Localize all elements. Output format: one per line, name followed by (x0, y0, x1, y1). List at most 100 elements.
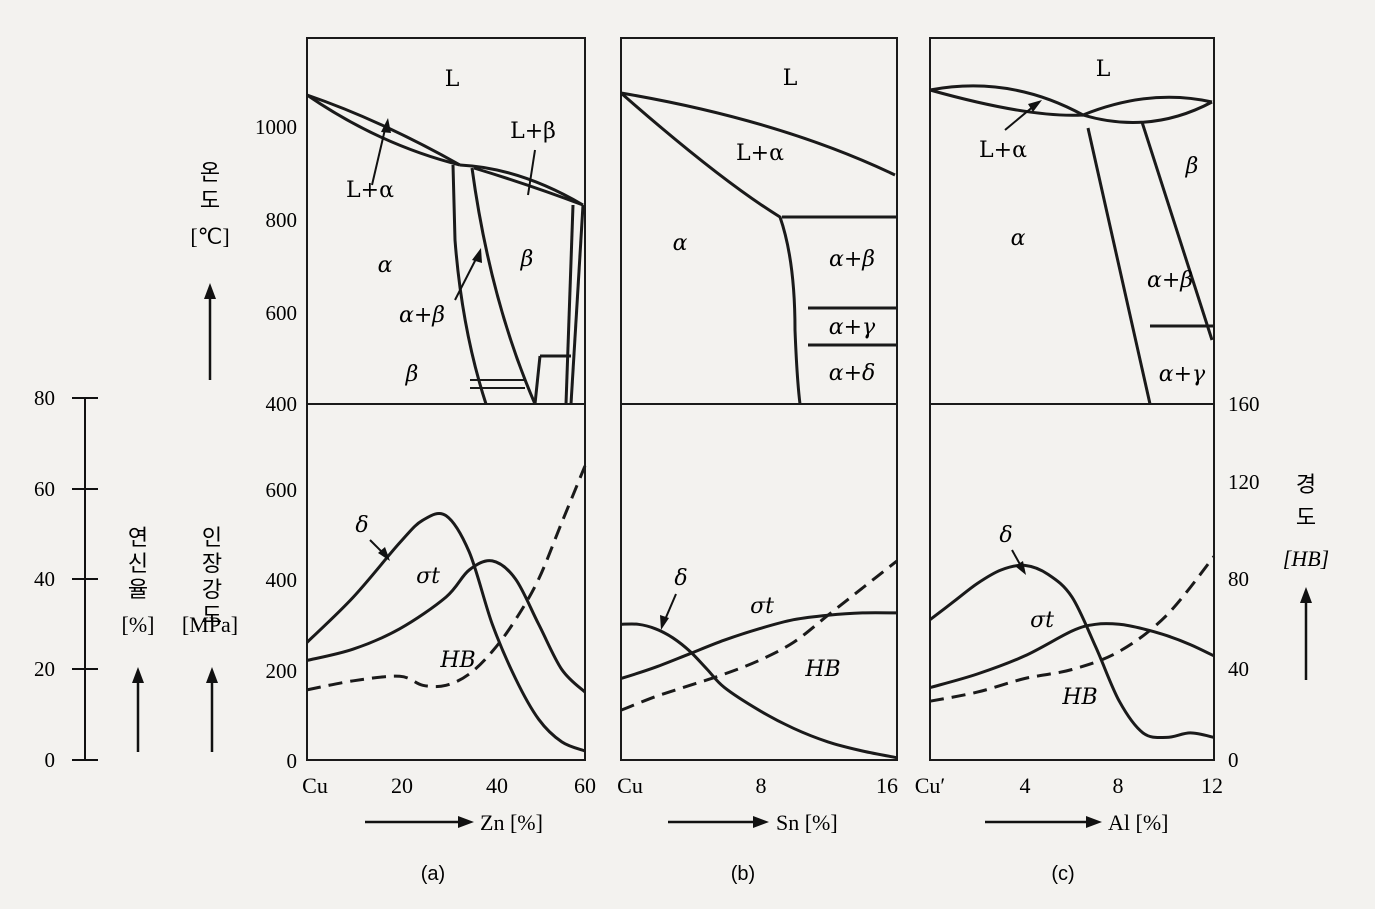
hb-title-char-1: 경 (1296, 473, 1316, 498)
a-xtick-cu: Cu (302, 773, 328, 798)
a-tensile-strength-curve (306, 559, 587, 694)
panel-b-x-ticks: Cu 8 16 (617, 773, 898, 798)
a-beta-boundary (470, 167, 537, 405)
a-elongation-curve (305, 511, 586, 753)
c-phase-alpha: α (1011, 226, 1026, 251)
c-xtick-4: 4 (1020, 773, 1031, 798)
a-solidus-alpha (306, 93, 461, 167)
elong-title-char-3: 율 (128, 578, 148, 603)
panel-c-x-label: Al [%] (985, 810, 1168, 835)
a-phase-beta: β (520, 247, 534, 272)
strength-title-char-3: 강 (202, 578, 222, 603)
c-alpha-boundary (1086, 127, 1152, 405)
b-phase-alpha: α (673, 231, 688, 256)
strength-tick-400: 400 (266, 568, 298, 592)
a-label-sigma: σt (416, 564, 440, 589)
temp-tick-1000: 1000 (255, 115, 297, 139)
strength-ticks: 600 400 200 0 (266, 478, 298, 773)
a-liquidus-beta (459, 163, 584, 207)
b-xtick-cu: Cu (617, 773, 643, 798)
b-xlabel: Sn [%] (776, 810, 838, 835)
hb-up-arrow-icon (1300, 587, 1312, 603)
c-xlabel: Al [%] (1108, 810, 1168, 835)
temp-tick-800: 800 (266, 208, 298, 232)
elong-tick-0: 0 (45, 748, 56, 772)
c-hardness-curve (929, 555, 1216, 703)
c-xtick-8: 8 (1113, 773, 1124, 798)
strength-unit: [MPa] (182, 612, 238, 637)
b-phase-alpha-beta: α+β (829, 247, 875, 272)
temp-title-char-1: 온 (200, 161, 220, 186)
panel-c-curve-labels: δ σt HB (999, 523, 1097, 710)
b-label-delta: δ (674, 566, 687, 591)
strength-tick-600: 600 (266, 478, 298, 502)
c-label-sigma: σt (1030, 608, 1054, 633)
strength-title-char-1: 인 (202, 526, 222, 551)
elongation-axis: 80 60 40 20 0 연 신 율 [%] (34, 386, 154, 772)
caption-b: (b) (731, 863, 755, 885)
caption-a: (a) (421, 863, 445, 885)
elong-tick-80: 80 (34, 386, 55, 410)
a-xtick-20: 20 (391, 773, 413, 798)
panel-a-frame (306, 37, 586, 761)
panel-b-x-label: Sn [%] (668, 810, 838, 835)
elong-tick-60: 60 (34, 477, 55, 501)
temperature-title: 온 도 [℃] (190, 161, 230, 380)
panel-c-frame (929, 37, 1215, 761)
b-phase-L-alpha: L+α (736, 141, 784, 166)
b-hardness-curve (620, 559, 898, 712)
strength-title: 인 장 강 도 [MPa] (182, 526, 238, 752)
a-beta-right (564, 204, 575, 405)
b-label-sigma: σt (750, 594, 774, 619)
temp-up-arrow-icon (204, 283, 216, 299)
c-phase-L-alpha: L+α (979, 138, 1027, 163)
b-liquidus (620, 91, 896, 177)
c-label-hb: HB (1061, 685, 1097, 710)
a-phase-L-alpha: L+α (346, 178, 394, 203)
elong-tick-40: 40 (34, 567, 55, 591)
strength-tick-0: 0 (287, 749, 298, 773)
a-phase-beta-low: β (405, 362, 419, 387)
hb-tick-120: 120 (1228, 470, 1260, 494)
strength-tick-200: 200 (266, 659, 298, 683)
b-elongation-curve (620, 622, 898, 760)
c-xtick-12: 12 (1201, 773, 1223, 798)
elong-unit: [%] (122, 612, 155, 637)
panel-c-property-curves (929, 555, 1216, 740)
b-label-hb: HB (804, 657, 840, 682)
a-phase-alpha-beta: α+β (399, 303, 445, 328)
b-right-arrow-icon (753, 816, 769, 828)
c-phase-alpha-gamma: α+γ (1159, 362, 1206, 387)
a-xtick-60: 60 (574, 773, 596, 798)
a-xtick-40: 40 (486, 773, 508, 798)
c-phase-alpha-beta: α+β (1147, 268, 1193, 293)
b-phase-alpha-gamma: α+γ (829, 315, 876, 340)
elong-tick-20: 20 (34, 657, 55, 681)
c-elongation-curve (929, 563, 1215, 740)
temperature-ticks: 1000 800 600 400 (255, 115, 297, 416)
b-solidus-solvus (620, 91, 802, 405)
strength-up-arrow-icon (206, 667, 218, 683)
a-phase-L: L (445, 67, 460, 92)
strength-title-char-4: 도 (202, 604, 222, 629)
temp-unit: [℃] (190, 224, 229, 249)
temp-title-char-2: 도 (200, 189, 220, 214)
a-label-hb: HB (439, 648, 475, 673)
hb-tick-160: 160 (1228, 392, 1260, 416)
b-xtick-16: 16 (876, 773, 898, 798)
hardness-axis: 160 120 80 40 0 경 도 [HB] (1228, 392, 1329, 772)
panel-a-x-ticks: Cu 20 40 60 (302, 773, 596, 798)
c-tensile-strength-curve (929, 622, 1215, 690)
b-phase-L: L (783, 66, 798, 91)
hb-tick-0: 0 (1228, 748, 1239, 772)
panel-c-x-ticks: Cu′ 4 8 12 (915, 773, 1223, 798)
a-beta-right-2 (569, 204, 585, 405)
a-phase-L-beta: L+β (510, 119, 556, 144)
a-liquidus-alpha (306, 93, 461, 167)
panel-b-frame (620, 37, 898, 761)
c-label-delta: δ (999, 523, 1012, 548)
c-phase-L: L (1096, 57, 1111, 82)
a-phase-alpha: α (378, 253, 393, 278)
panel-a-phase-diagram: L L+β L+α α α+β β β (306, 67, 585, 405)
c-xtick-cu: Cu′ (915, 773, 946, 798)
